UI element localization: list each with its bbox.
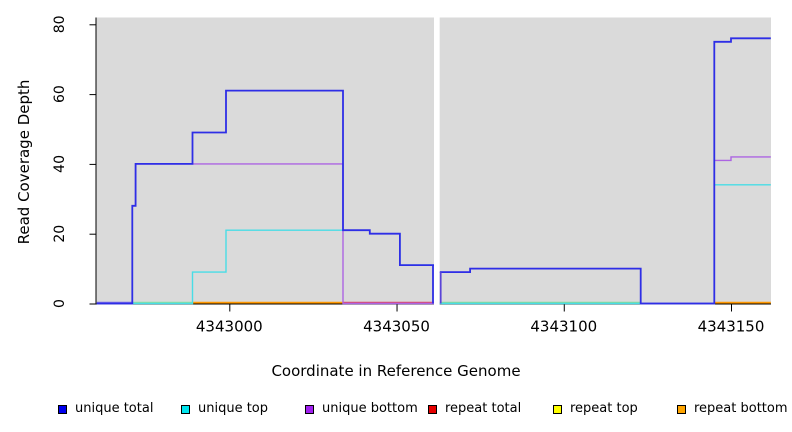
legend-label: unique top xyxy=(198,401,269,416)
legend: unique total unique top unique bottom repea… xyxy=(0,398,792,424)
legend-label: repeat bottom xyxy=(694,401,788,416)
legend-item-unique-top: unique top xyxy=(181,398,268,420)
x-tick-label: 4343100 xyxy=(530,318,597,336)
y-tick-label: 80 xyxy=(52,15,68,33)
x-tick-label: 4343000 xyxy=(196,318,263,336)
legend-label: unique total xyxy=(75,401,154,416)
plot-panel xyxy=(96,17,771,304)
legend-item-unique-bottom: unique bottom xyxy=(305,398,418,420)
legend-label: unique bottom xyxy=(322,401,418,416)
legend-swatch-icon xyxy=(553,404,562,414)
legend-item-repeat-bottom: repeat bottom xyxy=(677,398,788,420)
y-tick-label: 40 xyxy=(52,155,68,173)
legend-swatch-icon xyxy=(181,404,190,414)
legend-label: repeat top xyxy=(570,401,638,416)
unique-total-line-pre xyxy=(96,89,434,305)
legend-item-repeat-total: repeat total xyxy=(428,398,521,420)
no-data-gap xyxy=(433,17,440,305)
legend-swatch-icon xyxy=(677,404,686,414)
y-axis-title: Read Coverage Depth xyxy=(15,79,33,245)
y-tick-label: 20 xyxy=(52,225,68,243)
y-tick-label: 0 xyxy=(52,299,68,308)
legend-label: repeat total xyxy=(445,401,522,416)
x-tick-label: 4343150 xyxy=(698,318,765,336)
y-tick-label: 60 xyxy=(52,85,68,103)
unique-total-line-post xyxy=(439,37,771,305)
x-axis-title: Coordinate in Reference Genome xyxy=(271,362,521,380)
legend-item-repeat-top: repeat top xyxy=(553,398,638,420)
legend-swatch-icon xyxy=(305,404,314,414)
legend-item-unique-total: unique total xyxy=(58,398,153,420)
legend-swatch-icon xyxy=(58,404,67,414)
x-tick-label: 4343050 xyxy=(363,318,430,336)
legend-swatch-icon xyxy=(428,404,437,414)
